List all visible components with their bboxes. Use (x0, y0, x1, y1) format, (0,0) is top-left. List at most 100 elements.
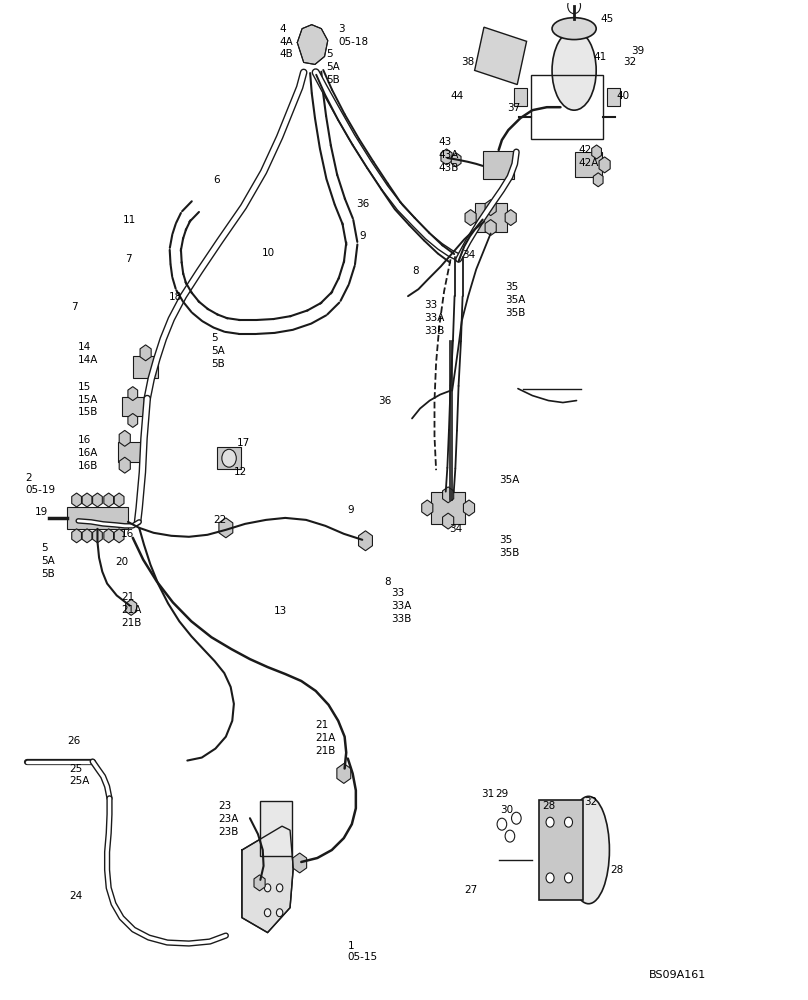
Circle shape (222, 449, 236, 467)
Text: 18: 18 (169, 292, 182, 302)
Polygon shape (485, 200, 496, 216)
Text: 35: 35 (499, 535, 512, 545)
Text: 2: 2 (25, 473, 32, 483)
Text: 42: 42 (579, 145, 592, 155)
Text: 23A: 23A (218, 814, 238, 824)
Ellipse shape (552, 18, 596, 40)
Text: 25A: 25A (69, 776, 90, 786)
Text: 6: 6 (213, 175, 220, 185)
Bar (514, 88, 527, 106)
Text: 15B: 15B (78, 407, 98, 417)
Bar (483, 151, 514, 179)
Polygon shape (505, 210, 516, 226)
Text: 5: 5 (212, 333, 218, 343)
Polygon shape (93, 493, 103, 507)
Text: 5B: 5B (41, 569, 55, 579)
Text: 28: 28 (542, 801, 555, 811)
Text: 43B: 43B (439, 163, 459, 173)
Polygon shape (104, 493, 114, 507)
Text: 31: 31 (481, 789, 494, 799)
Text: 1: 1 (347, 941, 355, 951)
Text: 3: 3 (339, 24, 345, 34)
Text: 35A: 35A (499, 475, 519, 485)
Text: 15: 15 (78, 382, 90, 392)
Polygon shape (452, 153, 461, 167)
Polygon shape (128, 413, 137, 427)
Text: 34: 34 (449, 524, 462, 534)
Text: 13: 13 (274, 606, 288, 616)
Bar (259, 801, 292, 856)
Text: 15A: 15A (78, 395, 98, 405)
Circle shape (565, 873, 573, 883)
Text: 5A: 5A (212, 346, 225, 356)
Text: 28: 28 (610, 865, 624, 875)
Text: 41: 41 (593, 52, 607, 62)
Circle shape (546, 873, 554, 883)
Polygon shape (128, 387, 137, 401)
Text: 26: 26 (67, 736, 80, 746)
Text: 16B: 16B (78, 461, 98, 471)
Text: 5A: 5A (41, 556, 55, 566)
Text: 36: 36 (356, 199, 369, 209)
Text: 21: 21 (316, 720, 329, 730)
Polygon shape (359, 531, 372, 551)
Text: 33: 33 (424, 300, 437, 310)
Polygon shape (140, 345, 151, 361)
Text: 32: 32 (584, 797, 598, 807)
Bar (607, 88, 620, 106)
Polygon shape (593, 173, 603, 187)
Text: 35B: 35B (499, 548, 519, 558)
Polygon shape (443, 487, 454, 503)
Circle shape (505, 830, 515, 842)
Text: 21: 21 (121, 592, 135, 602)
Text: 43: 43 (439, 137, 452, 147)
Polygon shape (219, 518, 233, 538)
Text: 22: 22 (213, 515, 226, 525)
Polygon shape (465, 210, 476, 226)
Bar (575, 152, 602, 177)
Polygon shape (82, 493, 92, 507)
Text: 4A: 4A (280, 37, 293, 47)
Bar (531, 75, 603, 139)
Text: 19: 19 (35, 507, 48, 517)
Ellipse shape (568, 796, 609, 904)
Circle shape (276, 909, 283, 917)
Bar (539, 800, 583, 900)
Circle shape (511, 812, 521, 824)
Text: 4B: 4B (280, 49, 293, 59)
Text: 12: 12 (234, 467, 247, 477)
Bar (217, 447, 241, 469)
Text: 40: 40 (617, 91, 629, 101)
Text: 34: 34 (462, 250, 475, 260)
Polygon shape (485, 220, 496, 235)
Text: 35A: 35A (505, 295, 525, 305)
Circle shape (276, 884, 283, 892)
Text: 33B: 33B (391, 614, 411, 624)
Polygon shape (337, 764, 351, 783)
Polygon shape (125, 599, 137, 615)
Bar (118, 442, 141, 462)
Text: 21B: 21B (316, 746, 336, 756)
Bar (474, 27, 527, 85)
Text: 5: 5 (326, 49, 333, 59)
Text: 45: 45 (600, 14, 614, 24)
Polygon shape (599, 157, 610, 173)
Polygon shape (82, 529, 92, 543)
Text: 7: 7 (71, 302, 78, 312)
Text: 21B: 21B (121, 618, 142, 628)
Text: 05-19: 05-19 (25, 485, 56, 495)
Text: 21A: 21A (121, 605, 142, 615)
Polygon shape (120, 457, 130, 473)
Polygon shape (591, 145, 601, 159)
Polygon shape (104, 529, 114, 543)
Polygon shape (422, 500, 433, 516)
Polygon shape (120, 430, 130, 446)
Text: 5A: 5A (326, 62, 340, 72)
Circle shape (264, 909, 271, 917)
Text: 35: 35 (505, 282, 519, 292)
Bar (133, 356, 158, 378)
Text: 37: 37 (507, 103, 520, 113)
Text: 44: 44 (451, 91, 464, 101)
Text: 8: 8 (385, 577, 391, 587)
Text: 14A: 14A (78, 355, 98, 365)
